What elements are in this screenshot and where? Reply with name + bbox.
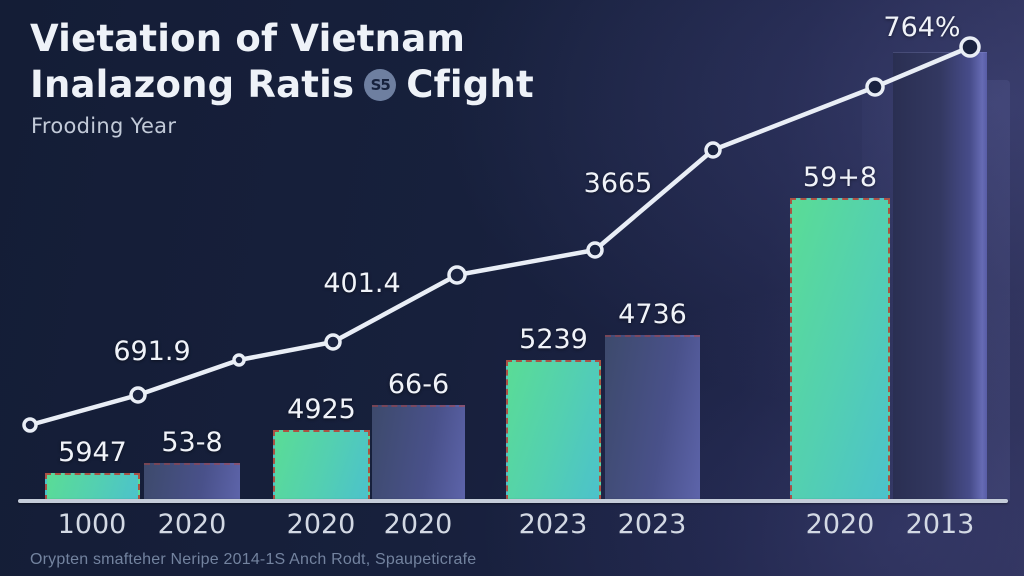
source-caption: Orypten smafteher Neripe 2014-1S Anch Ro… xyxy=(30,551,477,568)
line-value-label: 764% xyxy=(883,12,961,43)
x-axis-line xyxy=(18,499,1008,503)
bar-value-label: 53-8 xyxy=(161,427,223,458)
bar-5 xyxy=(506,360,601,501)
bar-4 xyxy=(372,405,465,501)
x-tick-label: 2013 xyxy=(905,509,975,540)
line-marker xyxy=(704,141,722,159)
title-text-2a: Inalazong Ratis xyxy=(30,63,355,106)
title-text-1: Vietation of Vietnam xyxy=(30,17,466,60)
bar-value-label: 5239 xyxy=(519,324,588,355)
bar-8 xyxy=(893,52,987,501)
title-line-2: Inalazong Ratis S5 Cfight xyxy=(30,62,534,108)
bar-1 xyxy=(45,473,140,501)
x-tick-label: 2023 xyxy=(518,509,588,540)
bar-value-label: 5947 xyxy=(58,437,127,468)
line-marker xyxy=(324,333,342,351)
bar-7 xyxy=(790,198,890,501)
line-marker xyxy=(129,386,147,404)
x-tick-label: 2020 xyxy=(286,509,356,540)
line-value-label: 3665 xyxy=(583,168,653,199)
bar-6 xyxy=(605,335,700,501)
page-title: Vietation of Vietnam Inalazong Ratis S5 … xyxy=(30,16,534,108)
bar-value-label: 4736 xyxy=(618,299,687,330)
line-marker xyxy=(959,36,981,58)
x-tick-label: 2020 xyxy=(805,509,875,540)
line-value-label: 401.4 xyxy=(323,268,401,299)
bar-value-label: 66-6 xyxy=(387,369,450,400)
line-marker xyxy=(865,77,885,97)
x-tick-label: 1000 xyxy=(57,509,127,540)
line-marker xyxy=(447,265,467,285)
x-tick-label: 2023 xyxy=(617,509,687,540)
line-marker xyxy=(586,241,604,259)
x-tick-label: 2020 xyxy=(383,509,453,540)
line-marker xyxy=(22,417,38,433)
title-line-1: Vietation of Vietnam xyxy=(30,16,534,62)
coin-badge-icon: S5 xyxy=(364,69,397,101)
bar-value-label: 4925 xyxy=(287,394,356,425)
title-text-2b: Cfight xyxy=(406,63,534,106)
x-tick-label: 2020 xyxy=(157,509,227,540)
line-value-label: 691.9 xyxy=(113,336,191,367)
line-marker xyxy=(232,353,246,367)
bar-2 xyxy=(144,463,240,501)
bar-value-label: 59+8 xyxy=(802,162,878,193)
chart-subtitle: Frooding Year xyxy=(31,114,177,138)
